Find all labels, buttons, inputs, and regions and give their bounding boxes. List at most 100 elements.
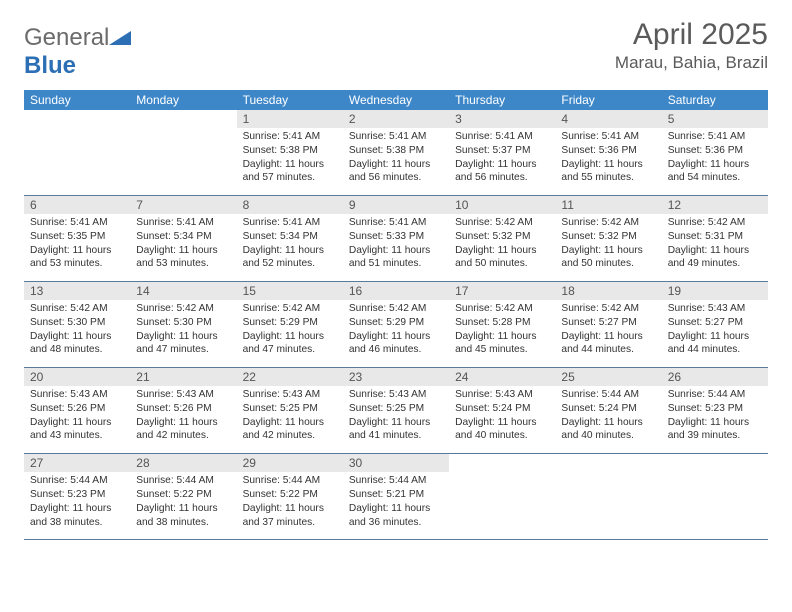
calendar-cell: 11Sunrise: 5:42 AMSunset: 5:32 PMDayligh…: [555, 196, 661, 282]
location-label: Marau, Bahia, Brazil: [615, 53, 768, 73]
calendar-cell: .: [449, 454, 555, 540]
sunset-line: Sunset: 5:29 PM: [349, 317, 424, 328]
sunrise-line: Sunrise: 5:41 AM: [455, 131, 533, 142]
daylight-line: Daylight: 11 hours and 53 minutes.: [136, 245, 217, 270]
day-number: 13: [24, 282, 130, 300]
day-details: Sunrise: 5:43 AMSunset: 5:25 PMDaylight:…: [237, 386, 343, 453]
day-details: Sunrise: 5:42 AMSunset: 5:28 PMDaylight:…: [449, 300, 555, 367]
day-number: 4: [555, 110, 661, 128]
page-title: April 2025: [615, 18, 768, 51]
calendar-cell: 1Sunrise: 5:41 AMSunset: 5:38 PMDaylight…: [237, 110, 343, 196]
day-details: Sunrise: 5:43 AMSunset: 5:26 PMDaylight:…: [130, 386, 236, 453]
sunrise-line: Sunrise: 5:42 AM: [30, 303, 108, 314]
day-details: Sunrise: 5:41 AMSunset: 5:36 PMDaylight:…: [662, 128, 768, 195]
calendar-cell: 29Sunrise: 5:44 AMSunset: 5:22 PMDayligh…: [237, 454, 343, 540]
calendar-week-row: . . 1Sunrise: 5:41 AMSunset: 5:38 PMDayl…: [24, 110, 768, 196]
calendar-cell: 7Sunrise: 5:41 AMSunset: 5:34 PMDaylight…: [130, 196, 236, 282]
calendar-week-row: 13Sunrise: 5:42 AMSunset: 5:30 PMDayligh…: [24, 282, 768, 368]
day-details: Sunrise: 5:42 AM Sunset: 5:29 PM Daylight:…: [343, 300, 449, 367]
sunset-line: Sunset: 5:36 PM: [668, 145, 743, 156]
calendar-cell: 15Sunrise: 5:42 AMSunset: 5:29 PMDayligh…: [237, 282, 343, 368]
daylight-line: Daylight: 11 hours and 44 minutes.: [561, 331, 642, 356]
calendar-cell: 17Sunrise: 5:42 AMSunset: 5:28 PMDayligh…: [449, 282, 555, 368]
day-number: 19: [662, 282, 768, 300]
day-details: Sunrise: 5:42 AMSunset: 5:30 PMDaylight:…: [130, 300, 236, 367]
calendar-table: Sunday Monday Tuesday Wednesday Thursday…: [24, 90, 768, 540]
calendar-cell: 2Sunrise: 5:41 AMSunset: 5:38 PMDaylight…: [343, 110, 449, 196]
sunset-line: Sunset: 5:26 PM: [30, 403, 105, 414]
sunset-line: Sunset: 5:23 PM: [668, 403, 743, 414]
day-number: 5: [662, 110, 768, 128]
day-details: Sunrise: 5:42 AMSunset: 5:32 PMDaylight:…: [449, 214, 555, 281]
daylight-line: Daylight: 11 hours and 55 minutes.: [561, 159, 642, 184]
logo-triangle-icon: [109, 24, 131, 52]
day-number: 26: [662, 368, 768, 386]
dow-monday: Monday: [130, 90, 236, 110]
sunset-line: Sunset: 5:26 PM: [136, 403, 211, 414]
calendar-cell: 8Sunrise: 5:41 AMSunset: 5:34 PMDaylight…: [237, 196, 343, 282]
calendar-cell: 5Sunrise: 5:41 AMSunset: 5:36 PMDaylight…: [662, 110, 768, 196]
day-number: 2: [343, 110, 449, 128]
day-details: Sunrise: 5:44 AMSunset: 5:22 PMDaylight:…: [130, 472, 236, 539]
logo-part2: Blue: [24, 52, 76, 79]
sunrise-line: Sunrise: 5:42 AM: [455, 303, 533, 314]
sunrise-line: Sunrise: 5:44 AM: [349, 475, 427, 486]
day-details: Sunrise: 5:41 AMSunset: 5:33 PMDaylight:…: [343, 214, 449, 281]
dow-sunday: Sunday: [24, 90, 130, 110]
daylight-line: Daylight: 11 hours and 50 minutes.: [561, 245, 642, 270]
day-details: Sunrise: 5:43 AMSunset: 5:25 PMDaylight:…: [343, 386, 449, 453]
daylight-line: Daylight: 11 hours and 46 minutes.: [349, 331, 430, 356]
sunrise-line: Sunrise: 5:41 AM: [136, 217, 214, 228]
daylight-line: Daylight: 11 hours and 43 minutes.: [30, 417, 111, 442]
daylight-line: Daylight: 11 hours and 40 minutes.: [455, 417, 536, 442]
daylight-line: Daylight: 11 hours and 39 minutes.: [668, 417, 749, 442]
daylight-line: Daylight: 11 hours and 37 minutes.: [243, 503, 324, 528]
daylight-line: Daylight: 11 hours and 38 minutes.: [30, 503, 111, 528]
sunrise-line: Sunrise: 5:42 AM: [136, 303, 214, 314]
calendar-week-row: 27Sunrise: 5:44 AMSunset: 5:23 PMDayligh…: [24, 454, 768, 540]
day-details: Sunrise: 5:41 AM Sunset: 5:36 PM Daylight:…: [555, 128, 661, 195]
day-of-week-row: Sunday Monday Tuesday Wednesday Thursday…: [24, 90, 768, 110]
day-number: 9: [343, 196, 449, 214]
sunset-line: Sunset: 5:28 PM: [455, 317, 530, 328]
daylight-line: Daylight: 11 hours and 42 minutes.: [243, 417, 324, 442]
sunrise-line: Sunrise: 5:41 AM: [561, 131, 639, 142]
sunrise-line: Sunrise: 5:44 AM: [561, 389, 639, 400]
sunrise-line: Sunrise: 5:42 AM: [561, 217, 639, 228]
calendar-cell: 4 Sunrise: 5:41 AM Sunset: 5:36 PM Daylight…: [555, 110, 661, 196]
day-number: 21: [130, 368, 236, 386]
day-details: Sunrise: 5:41 AMSunset: 5:34 PMDaylight:…: [130, 214, 236, 281]
daylight-line: Daylight: 11 hours and 52 minutes.: [243, 245, 324, 270]
sunset-line: Sunset: 5:33 PM: [349, 231, 424, 242]
calendar-cell: 30Sunrise: 5:44 AMSunset: 5:21 PMDayligh…: [343, 454, 449, 540]
calendar-cell: 23Sunrise: 5:43 AMSunset: 5:25 PMDayligh…: [343, 368, 449, 454]
dow-tuesday: Tuesday: [237, 90, 343, 110]
day-number: 14: [130, 282, 236, 300]
sunset-line: Sunset: 5:36 PM: [561, 145, 636, 156]
day-number: 15: [237, 282, 343, 300]
calendar-cell: 6Sunrise: 5:41 AMSunset: 5:35 PMDaylight…: [24, 196, 130, 282]
sunrise-line: Sunrise: 5:41 AM: [243, 217, 321, 228]
sunset-line: Sunset: 5:38 PM: [349, 145, 424, 156]
day-number: 6: [24, 196, 130, 214]
sunrise-line: Sunrise: 5:41 AM: [30, 217, 108, 228]
calendar-cell: 3Sunrise: 5:41 AMSunset: 5:37 PMDaylight…: [449, 110, 555, 196]
sunrise-line: Sunrise: 5:41 AM: [349, 217, 427, 228]
day-details: Sunrise: 5:43 AMSunset: 5:27 PMDaylight:…: [662, 300, 768, 367]
calendar-week-row: 20Sunrise: 5:43 AMSunset: 5:26 PMDayligh…: [24, 368, 768, 454]
daylight-line: Daylight: 11 hours and 50 minutes.: [455, 245, 536, 270]
calendar-cell: .: [130, 110, 236, 196]
day-details: Sunrise: 5:41 AMSunset: 5:38 PMDaylight:…: [343, 128, 449, 195]
sunrise-line: Sunrise: 5:42 AM: [349, 303, 427, 314]
day-number: 17: [449, 282, 555, 300]
day-number: 20: [24, 368, 130, 386]
sunset-line: Sunset: 5:37 PM: [455, 145, 530, 156]
sunrise-line: Sunrise: 5:42 AM: [668, 217, 746, 228]
sunrise-line: Sunrise: 5:44 AM: [668, 389, 746, 400]
daylight-line: Daylight: 11 hours and 47 minutes.: [136, 331, 217, 356]
sunset-line: Sunset: 5:32 PM: [455, 231, 530, 242]
day-number: 30: [343, 454, 449, 472]
day-number: 23: [343, 368, 449, 386]
daylight-line: Daylight: 11 hours and 38 minutes.: [136, 503, 217, 528]
daylight-line: Daylight: 11 hours and 53 minutes.: [30, 245, 111, 270]
